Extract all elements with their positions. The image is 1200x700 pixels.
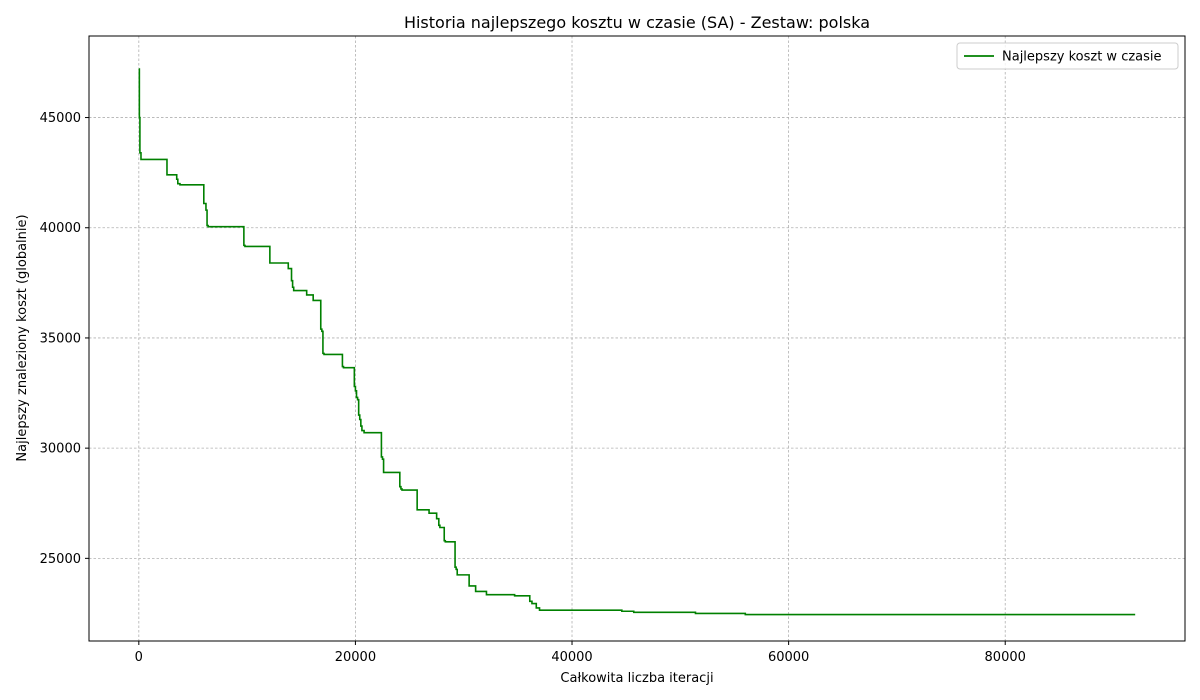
y-tick-label: 40000 [40,221,81,236]
grid [89,36,1185,641]
series-line [138,68,1136,616]
plot-lines [138,68,1136,616]
x-tick-label: 20000 [335,650,376,665]
x-axis-ticks: 0 20000 40000 60000 80000 [135,641,1026,665]
plot-frame [88,35,1186,642]
x-tick-label: 40000 [551,650,592,665]
y-tick-label: 30000 [40,442,81,457]
y-axis-label: Najlepszy znaleziony koszt (globalnie) [15,214,30,461]
legend-box [956,42,1179,70]
x-axis-label: Całkowita liczba iteracji [560,671,713,686]
y-tick-label: 25000 [40,552,81,567]
x-tick-label: 0 [135,650,143,665]
y-tick-label: 35000 [40,331,81,346]
legend: Najlepszy koszt w czasie [956,42,1179,70]
x-tick-label: 60000 [768,650,809,665]
y-tick-label: 45000 [40,111,81,126]
chart-title: Historia najlepszego kosztu w czasie (SA… [404,13,870,32]
y-axis-ticks: 25000 30000 35000 40000 45000 [40,111,89,567]
legend-label: Najlepszy koszt w czasie [1002,50,1162,65]
x-tick-label: 80000 [985,650,1026,665]
